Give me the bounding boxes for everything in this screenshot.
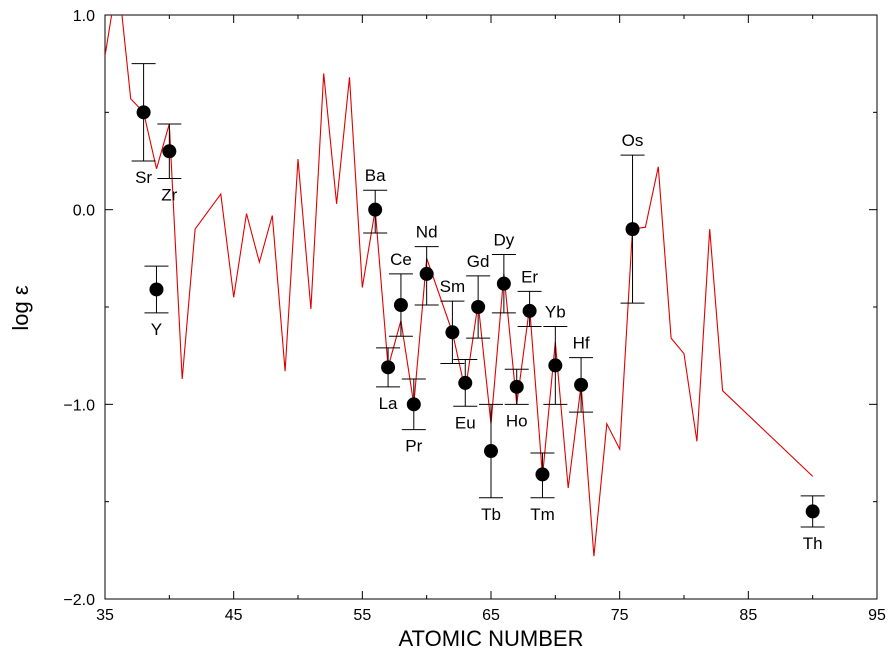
element-label-nd: Nd: [416, 223, 438, 242]
element-label-dy: Dy: [493, 230, 514, 249]
data-point-hf: [574, 377, 589, 392]
element-label-sr: Sr: [135, 168, 152, 187]
x-axis-title: ATOMIC NUMBER: [399, 626, 584, 651]
element-label-th: Th: [803, 534, 823, 553]
data-point-sr: [136, 105, 151, 120]
element-label-gd: Gd: [467, 252, 490, 271]
element-label-ho: Ho: [506, 411, 528, 430]
data-point-nd: [419, 266, 434, 281]
y-tick-label: −1.0: [63, 397, 95, 414]
element-label-ce: Ce: [390, 250, 412, 269]
data-point-ce: [393, 298, 408, 313]
data-point-yb: [548, 358, 563, 373]
observed-points: [131, 63, 825, 528]
data-point-pr: [406, 397, 421, 412]
x-tick-label: 65: [482, 607, 500, 624]
element-labels: Sr Y Zr Ba La Ce Pr Nd Sm Eu Gd Tb Dy Ho Er Tm Yb Hf Os Th: [135, 131, 822, 553]
element-label-yb: Yb: [545, 302, 566, 321]
element-label-eu: Eu: [455, 413, 476, 432]
data-point-er: [522, 303, 537, 318]
data-point-la: [381, 360, 396, 375]
data-point-zr: [162, 144, 177, 159]
data-point-os: [625, 222, 640, 237]
y-axis-title: log ε: [8, 285, 33, 330]
x-tick-label: 45: [225, 607, 243, 624]
data-point-tb: [484, 444, 498, 459]
data-point-dy: [496, 276, 511, 291]
data-point-th: [805, 504, 820, 519]
element-label-er: Er: [521, 267, 538, 286]
element-label-sm: Sm: [440, 277, 466, 296]
element-label-tm: Tm: [530, 505, 555, 524]
data-point-ho: [509, 379, 524, 394]
element-label-la: La: [379, 394, 398, 413]
y-tick-label: 1.0: [73, 8, 95, 25]
x-tick-label: 85: [739, 607, 757, 624]
element-label-zr: Zr: [161, 186, 177, 205]
x-tick-label: 35: [96, 607, 114, 624]
element-label-y: Y: [151, 320, 162, 339]
x-tick-label: 95: [868, 607, 886, 624]
element-label-os: Os: [622, 131, 644, 150]
data-point-sm: [445, 325, 460, 340]
data-point-ba: [368, 202, 383, 217]
data-point-eu: [458, 375, 473, 390]
y-tick-label: 0.0: [73, 203, 95, 220]
element-label-pr: Pr: [405, 437, 422, 456]
axis-ticks: 35 45 55 65 75 85 95 −2.0 −1.0 0.0 1.0: [63, 8, 886, 624]
element-label-tb: Tb: [481, 505, 501, 524]
x-tick-label: 55: [353, 607, 371, 624]
x-tick-label: 75: [611, 607, 629, 624]
data-point-y: [149, 282, 164, 297]
y-tick-label: −2.0: [63, 592, 95, 609]
element-label-ba: Ba: [365, 166, 386, 185]
data-point-gd: [471, 300, 486, 314]
element-label-hf: Hf: [573, 334, 590, 353]
data-point-tm: [535, 467, 550, 482]
